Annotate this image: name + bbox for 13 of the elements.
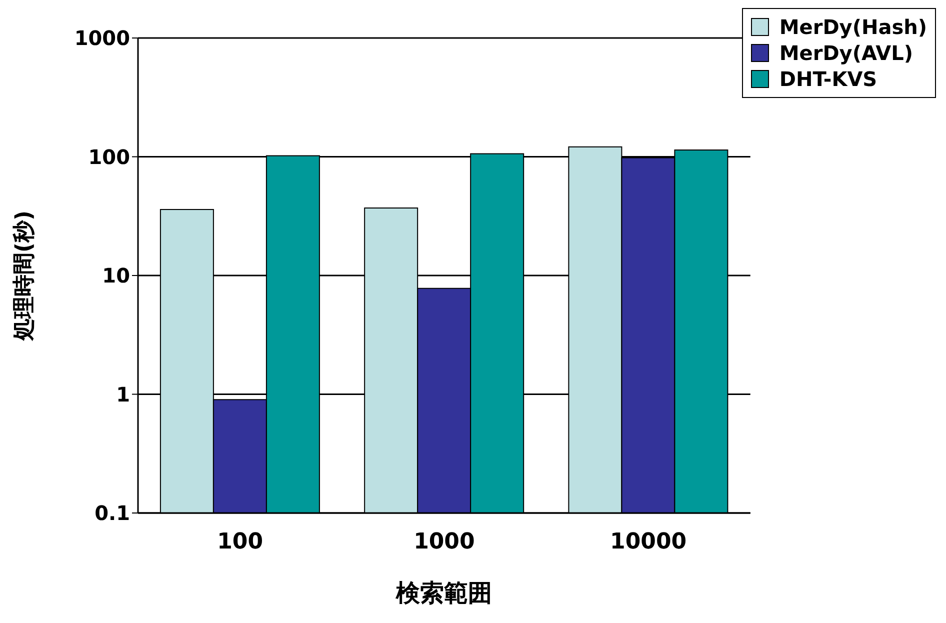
y-tick-label: 0.1 — [94, 501, 130, 526]
legend-label: MerDy(AVL) — [779, 41, 913, 65]
x-axis-title: 検索範囲 — [395, 579, 492, 607]
x-tick-label: 10000 — [610, 530, 687, 555]
legend-label: DHT-KVS — [779, 67, 878, 91]
y-tick-label: 100 — [88, 144, 130, 169]
x-tick-label: 100 — [217, 530, 264, 555]
legend-label: MerDy(Hash) — [779, 15, 927, 39]
y-tick-label: 10 — [102, 264, 130, 288]
y-axis-title: 処理時間(秒) — [12, 210, 37, 342]
y-tick-label: 1000 — [74, 26, 130, 50]
y-tick-label: 1 — [116, 382, 130, 406]
x-tick-label: 1000 — [414, 530, 475, 555]
